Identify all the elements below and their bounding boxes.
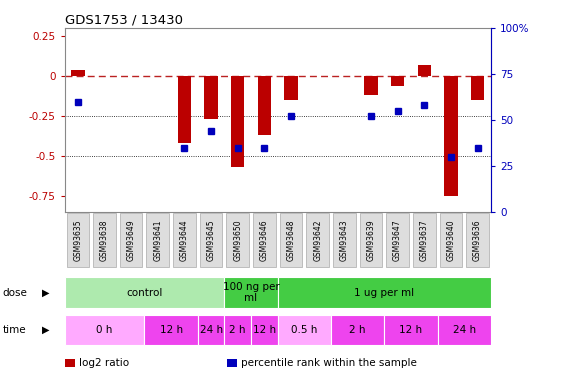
Bar <box>251 315 278 345</box>
Bar <box>278 278 491 308</box>
Text: GSM93641: GSM93641 <box>153 219 162 261</box>
Bar <box>391 76 404 86</box>
Text: 24 h: 24 h <box>200 325 223 335</box>
FancyBboxPatch shape <box>173 213 196 267</box>
Bar <box>438 315 491 345</box>
Text: GSM93638: GSM93638 <box>100 219 109 261</box>
Text: 2 h: 2 h <box>350 325 366 335</box>
Bar <box>65 359 75 367</box>
Text: GSM93646: GSM93646 <box>260 219 269 261</box>
FancyBboxPatch shape <box>306 213 329 267</box>
FancyBboxPatch shape <box>466 213 489 267</box>
Text: GSM93645: GSM93645 <box>206 219 215 261</box>
Text: GSM93637: GSM93637 <box>420 219 429 261</box>
FancyBboxPatch shape <box>280 213 302 267</box>
Bar <box>224 278 278 308</box>
Text: 12 h: 12 h <box>159 325 183 335</box>
Bar <box>384 315 438 345</box>
Text: control: control <box>126 288 163 297</box>
Text: 12 h: 12 h <box>399 325 422 335</box>
Bar <box>278 315 331 345</box>
Text: ▶: ▶ <box>42 325 49 335</box>
Bar <box>471 76 484 100</box>
Text: GSM93648: GSM93648 <box>287 219 296 261</box>
Text: GSM93639: GSM93639 <box>366 219 375 261</box>
Text: percentile rank within the sample: percentile rank within the sample <box>241 358 416 368</box>
Text: GDS1753 / 13430: GDS1753 / 13430 <box>65 14 182 27</box>
Bar <box>65 278 224 308</box>
Text: GSM93643: GSM93643 <box>340 219 349 261</box>
Text: GSM93649: GSM93649 <box>127 219 136 261</box>
Bar <box>417 65 431 76</box>
Text: log2 ratio: log2 ratio <box>79 358 128 368</box>
Bar <box>71 70 85 76</box>
Text: 12 h: 12 h <box>253 325 276 335</box>
FancyBboxPatch shape <box>253 213 275 267</box>
Text: GSM93647: GSM93647 <box>393 219 402 261</box>
FancyBboxPatch shape <box>387 213 409 267</box>
Text: 100 ng per
ml: 100 ng per ml <box>223 282 279 303</box>
Text: 2 h: 2 h <box>229 325 246 335</box>
FancyBboxPatch shape <box>413 213 435 267</box>
Text: GSM93640: GSM93640 <box>447 219 456 261</box>
Text: GSM93635: GSM93635 <box>73 219 82 261</box>
FancyBboxPatch shape <box>200 213 222 267</box>
FancyBboxPatch shape <box>93 213 116 267</box>
FancyBboxPatch shape <box>120 213 142 267</box>
Text: GSM93650: GSM93650 <box>233 219 242 261</box>
Bar <box>257 76 271 135</box>
Text: ▶: ▶ <box>42 288 49 297</box>
Text: 24 h: 24 h <box>453 325 476 335</box>
FancyBboxPatch shape <box>333 213 356 267</box>
Text: 0.5 h: 0.5 h <box>291 325 318 335</box>
Text: dose: dose <box>3 288 27 297</box>
Bar <box>284 76 298 100</box>
Bar <box>227 359 237 367</box>
Bar <box>364 76 378 95</box>
Bar <box>197 315 224 345</box>
Bar <box>178 76 191 143</box>
Text: 0 h: 0 h <box>96 325 113 335</box>
Text: GSM93642: GSM93642 <box>313 219 322 261</box>
Text: GSM93644: GSM93644 <box>180 219 189 261</box>
FancyBboxPatch shape <box>146 213 169 267</box>
Bar <box>65 315 144 345</box>
Bar <box>231 76 245 167</box>
FancyBboxPatch shape <box>360 213 382 267</box>
Text: time: time <box>3 325 26 335</box>
Text: 1 ug per ml: 1 ug per ml <box>354 288 415 297</box>
Bar <box>145 315 197 345</box>
FancyBboxPatch shape <box>67 213 89 267</box>
FancyBboxPatch shape <box>440 213 462 267</box>
Text: GSM93636: GSM93636 <box>473 219 482 261</box>
Bar <box>204 76 218 119</box>
Bar <box>224 315 251 345</box>
Bar <box>331 315 384 345</box>
Bar <box>444 76 458 196</box>
FancyBboxPatch shape <box>227 213 249 267</box>
